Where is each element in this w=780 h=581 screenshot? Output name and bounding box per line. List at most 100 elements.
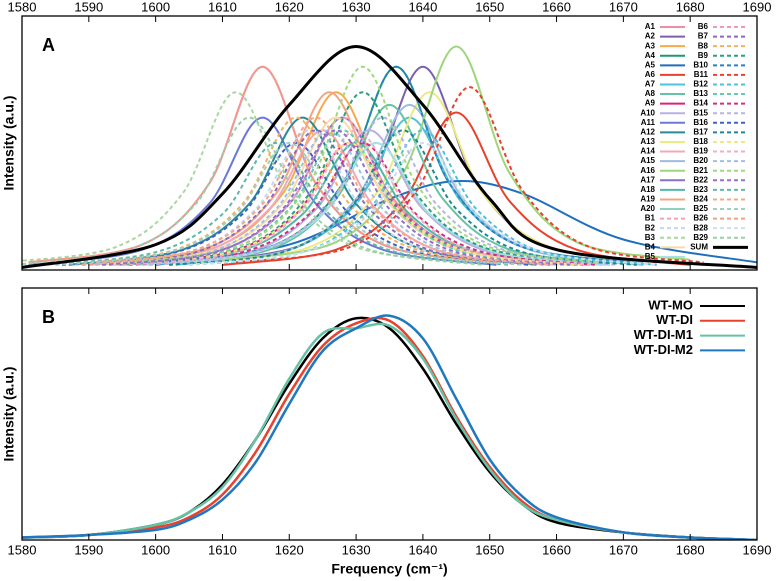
series-line: [108, 129, 577, 266]
legend-label: A6: [645, 70, 656, 79]
series-line: [222, 111, 691, 266]
x-tick-label: 1580: [8, 0, 37, 14]
legend-label: A11: [641, 118, 656, 127]
legend-label: A5: [645, 60, 656, 69]
x-tick-label: 1680: [676, 0, 705, 14]
series-line: [128, 65, 597, 264]
x-tick-label: 1620: [275, 542, 304, 557]
series-line: [22, 91, 470, 264]
y-axis-title: Intensity (a.u.): [1, 96, 17, 191]
legend-label: B12: [693, 80, 708, 89]
legend-label: B10: [693, 60, 708, 69]
series-line: [22, 322, 757, 540]
x-tick-label: 1680: [676, 542, 705, 557]
legend-label: A4: [645, 51, 656, 60]
series-line: [22, 44, 757, 269]
x-tick-label: 1600: [141, 0, 170, 14]
legend-label: B17: [693, 127, 708, 136]
series-line: [115, 141, 584, 266]
legend-label: A10: [640, 108, 655, 117]
legend-label: B7: [698, 32, 709, 41]
legend-label: B1: [645, 214, 656, 223]
series-line: [61, 141, 530, 266]
legend-label: A17: [640, 175, 655, 184]
legend-label: B11: [694, 70, 709, 79]
legend-label: A2: [645, 32, 656, 41]
legend-label: A15: [640, 156, 655, 165]
x-tick-label: 1630: [342, 0, 371, 14]
legend-label: B2: [645, 223, 656, 232]
legend-label: B18: [693, 137, 708, 146]
series-line: [41, 141, 510, 266]
legend-label: B23: [693, 185, 708, 194]
legend-label: B15: [693, 108, 708, 117]
series-line: [155, 179, 757, 266]
x-axis-title: Frequency (cm⁻¹): [331, 561, 447, 577]
legend-label: A1: [645, 22, 656, 31]
plot-area: [22, 314, 757, 540]
legend-label: B6: [698, 22, 709, 31]
legend-label: A19: [640, 195, 655, 204]
series-line: [95, 129, 564, 266]
series-line: [188, 141, 657, 266]
series-line: [168, 129, 637, 266]
y-axis-title: Intensity (a.u.): [1, 367, 17, 462]
legend-label: B8: [698, 41, 709, 50]
legend-label: WT-DI: [656, 312, 693, 327]
series-line: [128, 141, 597, 266]
series-line: [222, 45, 691, 261]
x-tick-label: 1590: [74, 542, 103, 557]
legend-label: SUM: [690, 242, 708, 251]
series-line: [155, 103, 624, 264]
legend-label: A7: [645, 80, 656, 89]
legend-label: B19: [693, 147, 708, 156]
series-line: [82, 129, 550, 266]
x-tick-label: 1610: [208, 0, 237, 14]
x-tick-label: 1660: [542, 0, 571, 14]
legend-label: B14: [693, 99, 708, 108]
x-tick-label: 1640: [408, 542, 437, 557]
legend-label: B24: [693, 195, 708, 204]
x-tick-label: 1590: [74, 0, 103, 14]
legend-label: B13: [693, 89, 708, 98]
legend-label: WT-DI-M1: [634, 327, 693, 342]
legend-label: B16: [693, 118, 708, 127]
x-tick-label: 1690: [743, 542, 772, 557]
legend-label: A14: [640, 147, 655, 156]
series-line: [22, 116, 484, 266]
legend-label: B4: [645, 242, 656, 251]
legend-label: WT-DI-M2: [634, 342, 693, 357]
legend-label: B29: [693, 233, 708, 242]
legend-label: A12: [640, 127, 655, 136]
plot-frame: [21, 15, 758, 271]
x-tick-label: 1660: [542, 542, 571, 557]
x-tick-label: 1600: [141, 542, 170, 557]
x-tick-label: 1580: [8, 542, 37, 557]
legend-label: B5: [645, 252, 656, 261]
series-line: [82, 116, 550, 266]
legend-label: B21: [693, 166, 708, 175]
series-line: [22, 314, 757, 540]
legend-label: WT-MO: [648, 297, 693, 312]
legend-label: A20: [640, 204, 655, 213]
x-tick-label: 1670: [609, 542, 638, 557]
x-tick-label: 1650: [475, 0, 504, 14]
legend-label: B26: [693, 214, 708, 223]
plot-frame: [21, 287, 758, 541]
series-line: [122, 129, 591, 266]
legend-label: A3: [645, 41, 656, 50]
legend-label: A9: [645, 99, 656, 108]
legend-label: B20: [693, 156, 708, 165]
legend-label: B28: [693, 223, 708, 232]
series-line: [102, 129, 571, 266]
panel-label: A: [42, 35, 55, 55]
x-tick-label: 1690: [743, 0, 772, 14]
legend-label: B3: [645, 233, 656, 242]
legend-label: B9: [698, 51, 709, 60]
plot-area: [22, 44, 757, 269]
legend-label: A13: [640, 137, 655, 146]
x-tick-label: 1630: [342, 542, 371, 557]
series-line: [235, 86, 704, 264]
x-tick-label: 1670: [609, 0, 638, 14]
x-tick-label: 1650: [475, 542, 504, 557]
